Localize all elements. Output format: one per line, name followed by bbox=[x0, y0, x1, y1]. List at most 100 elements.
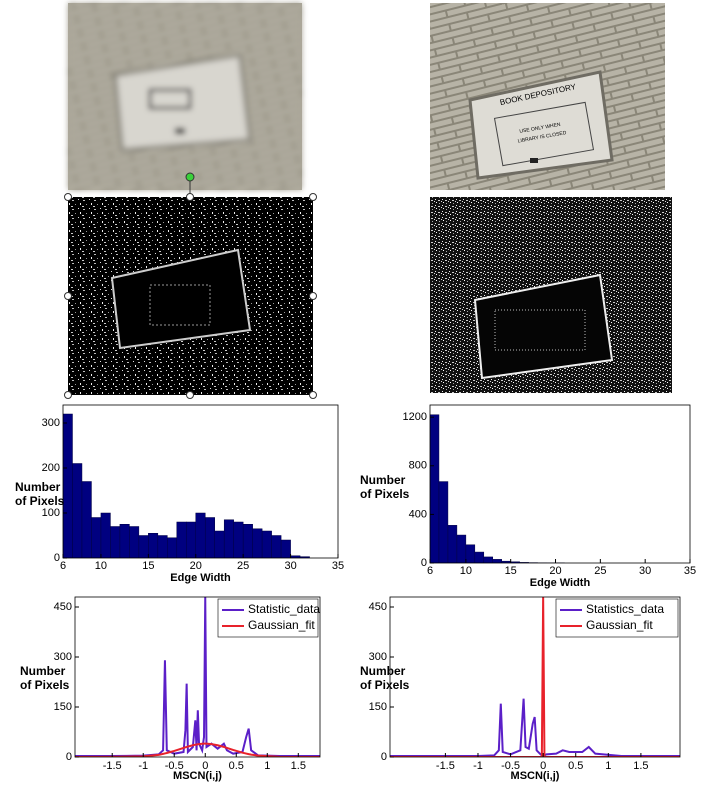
y-tick-label: 1200 bbox=[403, 411, 427, 423]
x-tick-label: 10 bbox=[95, 560, 107, 572]
bar bbox=[100, 512, 111, 558]
plot-area bbox=[430, 405, 690, 563]
bar bbox=[438, 481, 449, 563]
x-tick-label: -1 bbox=[138, 760, 148, 772]
y-tick-label: 100 bbox=[42, 507, 60, 519]
legend-label: Gaussian_fit bbox=[586, 618, 653, 632]
x-tick-label: 6 bbox=[60, 560, 66, 572]
y-tick-label: 300 bbox=[54, 651, 72, 663]
x-tick-label: 25 bbox=[594, 565, 606, 577]
y-axis-label: of Pixels bbox=[360, 487, 410, 501]
x-tick-label: 35 bbox=[332, 560, 344, 572]
bar bbox=[252, 528, 263, 558]
x-tick-label: 1.5 bbox=[291, 760, 306, 772]
series-line bbox=[75, 742, 320, 757]
x-tick-label: -0.5 bbox=[501, 760, 520, 772]
y-axis-label: of Pixels bbox=[20, 678, 70, 692]
bar bbox=[242, 524, 253, 558]
y-axis-label: Number bbox=[360, 664, 406, 678]
x-tick-label: 30 bbox=[639, 565, 651, 577]
y-tick-label: 300 bbox=[369, 651, 387, 663]
x-tick-label: 35 bbox=[684, 565, 696, 577]
bar bbox=[271, 535, 282, 558]
legend-label: Statistic_data bbox=[248, 602, 320, 616]
x-axis-label: MSCN(i,j) bbox=[511, 770, 560, 782]
bar bbox=[492, 559, 502, 563]
bar bbox=[129, 526, 140, 558]
bar bbox=[138, 535, 149, 558]
y-axis-label: Number bbox=[15, 480, 61, 494]
x-tick-label: 0.5 bbox=[229, 760, 244, 772]
x-tick-label: 0 bbox=[540, 760, 546, 772]
legend-label: Gaussian_fit bbox=[248, 618, 315, 632]
bar bbox=[447, 525, 458, 563]
bar bbox=[91, 517, 102, 558]
axes-frame bbox=[429, 404, 691, 564]
y-axis-label: Number bbox=[360, 473, 406, 487]
bar bbox=[280, 539, 291, 558]
bar bbox=[299, 556, 310, 558]
y-tick-label: 0 bbox=[421, 557, 427, 569]
y-tick-label: 0 bbox=[381, 751, 387, 763]
x-tick-label: 0 bbox=[202, 760, 208, 772]
y-tick-label: 450 bbox=[54, 601, 72, 613]
series-line bbox=[390, 698, 680, 757]
sharp-photo: BOOK DEPOSITORY USE ONLY WHEN LIBRARY IS… bbox=[430, 3, 665, 190]
bar bbox=[483, 556, 494, 563]
plot-area bbox=[63, 405, 338, 558]
bar bbox=[214, 530, 225, 558]
y-tick-label: 450 bbox=[369, 601, 387, 613]
x-axis-label: MSCN(i,j) bbox=[173, 770, 222, 782]
y-tick-label: 0 bbox=[66, 751, 72, 763]
bar bbox=[195, 512, 206, 558]
legend-box bbox=[217, 598, 319, 638]
bar bbox=[148, 533, 159, 558]
x-tick-label: 6 bbox=[427, 565, 433, 577]
bar bbox=[81, 481, 92, 558]
blurred-photo bbox=[68, 3, 302, 190]
legend-box bbox=[555, 598, 679, 638]
bar bbox=[110, 526, 121, 558]
y-tick-label: 300 bbox=[42, 417, 60, 429]
x-tick-label: 1 bbox=[605, 760, 611, 772]
bar bbox=[119, 524, 130, 558]
bar bbox=[204, 517, 215, 558]
y-tick-label: 150 bbox=[54, 701, 72, 713]
bar bbox=[474, 551, 485, 563]
bar bbox=[72, 463, 83, 558]
x-tick-label: 30 bbox=[284, 560, 296, 572]
bar bbox=[430, 414, 440, 563]
bar bbox=[261, 530, 272, 558]
bar bbox=[223, 519, 234, 558]
y-axis-label: of Pixels bbox=[360, 678, 410, 692]
edge-map-left bbox=[68, 197, 313, 395]
x-tick-label: 20 bbox=[549, 565, 561, 577]
x-tick-label: 1.5 bbox=[633, 760, 648, 772]
x-tick-label: 10 bbox=[460, 565, 472, 577]
x-tick-label: 0.5 bbox=[568, 760, 583, 772]
y-axis-label: Number bbox=[20, 664, 66, 678]
legend-label: Statistics_data bbox=[586, 602, 664, 616]
x-tick-label: -0.5 bbox=[165, 760, 184, 772]
x-tick-label: 15 bbox=[505, 565, 517, 577]
x-tick-label: 20 bbox=[190, 560, 202, 572]
y-tick-label: 0 bbox=[54, 552, 60, 564]
plot-background bbox=[430, 405, 690, 563]
axes-frame bbox=[389, 596, 681, 758]
x-tick-label: 25 bbox=[237, 560, 249, 572]
x-tick-label: 15 bbox=[142, 560, 154, 572]
bar bbox=[456, 534, 467, 563]
x-tick-label: -1 bbox=[473, 760, 483, 772]
axes-frame bbox=[62, 404, 339, 559]
x-tick-label: 1 bbox=[264, 760, 270, 772]
y-tick-label: 200 bbox=[42, 462, 60, 474]
bar bbox=[465, 544, 476, 563]
y-tick-label: 150 bbox=[369, 701, 387, 713]
selection-handles[interactable] bbox=[64, 172, 317, 399]
x-axis-label: Edge Width bbox=[170, 572, 231, 584]
y-tick-label: 400 bbox=[409, 508, 427, 520]
x-axis-label: Edge Width bbox=[530, 577, 591, 589]
bar bbox=[167, 537, 178, 558]
y-tick-label: 800 bbox=[409, 460, 427, 472]
